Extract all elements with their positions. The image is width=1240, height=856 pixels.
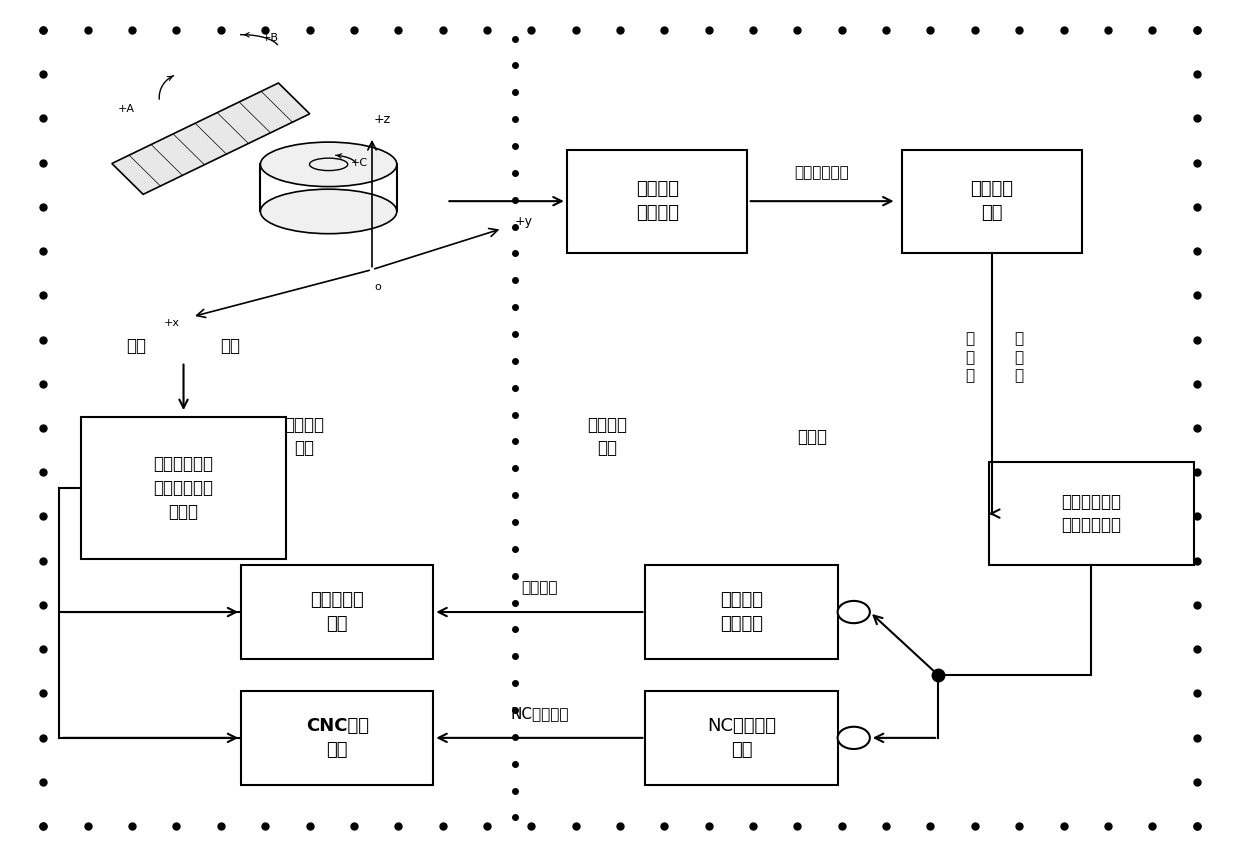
Text: NC补偿代码: NC补偿代码 — [510, 706, 569, 722]
Text: 滚齿加工
系统: 滚齿加工 系统 — [284, 416, 324, 457]
Circle shape — [838, 601, 870, 623]
Bar — [645, 691, 838, 785]
Text: 补偿信号
生成模块: 补偿信号 生成模块 — [720, 591, 763, 633]
Text: 在机测量
系统模块: 在机测量 系统模块 — [636, 181, 678, 222]
Text: 在机补偿
系统: 在机补偿 系统 — [588, 416, 627, 457]
Text: +z: +z — [373, 113, 391, 126]
Bar — [568, 150, 748, 253]
Bar — [903, 150, 1081, 253]
Ellipse shape — [310, 158, 347, 170]
Text: +B: +B — [262, 33, 279, 43]
Text: +y: +y — [515, 215, 533, 229]
Text: 滚齿机伺服
系统: 滚齿机伺服 系统 — [310, 591, 365, 633]
Text: 齿距累积偏差: 齿距累积偏差 — [795, 164, 849, 180]
Text: 相
位
谱: 相 位 谱 — [1014, 331, 1024, 383]
Bar — [990, 462, 1193, 565]
Text: 补偿: 补偿 — [126, 337, 146, 355]
Text: 幅
值
谱: 幅 值 谱 — [965, 331, 975, 383]
Text: +A: +A — [118, 104, 135, 114]
Text: +x: +x — [164, 318, 180, 328]
Text: NC代码生成
模块: NC代码生成 模块 — [707, 717, 776, 758]
Ellipse shape — [260, 142, 397, 187]
Bar — [645, 565, 838, 659]
Bar — [81, 418, 285, 559]
Bar — [241, 565, 434, 659]
Text: CNC数控
系统: CNC数控 系统 — [306, 717, 368, 758]
Text: 补偿信号: 补偿信号 — [521, 580, 558, 596]
Text: 补偿量: 补偿量 — [797, 427, 827, 446]
Polygon shape — [112, 83, 310, 194]
Ellipse shape — [260, 189, 397, 234]
Text: 加工: 加工 — [221, 337, 241, 355]
Text: 控制滚刀与工
件间的瞬时啮
合关系: 控制滚刀与工 件间的瞬时啮 合关系 — [154, 455, 213, 520]
Text: +C: +C — [351, 158, 368, 168]
Circle shape — [838, 727, 870, 749]
Text: 齿距累积偏差
补偿数学模型: 齿距累积偏差 补偿数学模型 — [1061, 493, 1121, 534]
Bar — [241, 691, 434, 785]
Text: o: o — [374, 282, 382, 293]
Text: 谐波分解
模块: 谐波分解 模块 — [971, 181, 1013, 222]
